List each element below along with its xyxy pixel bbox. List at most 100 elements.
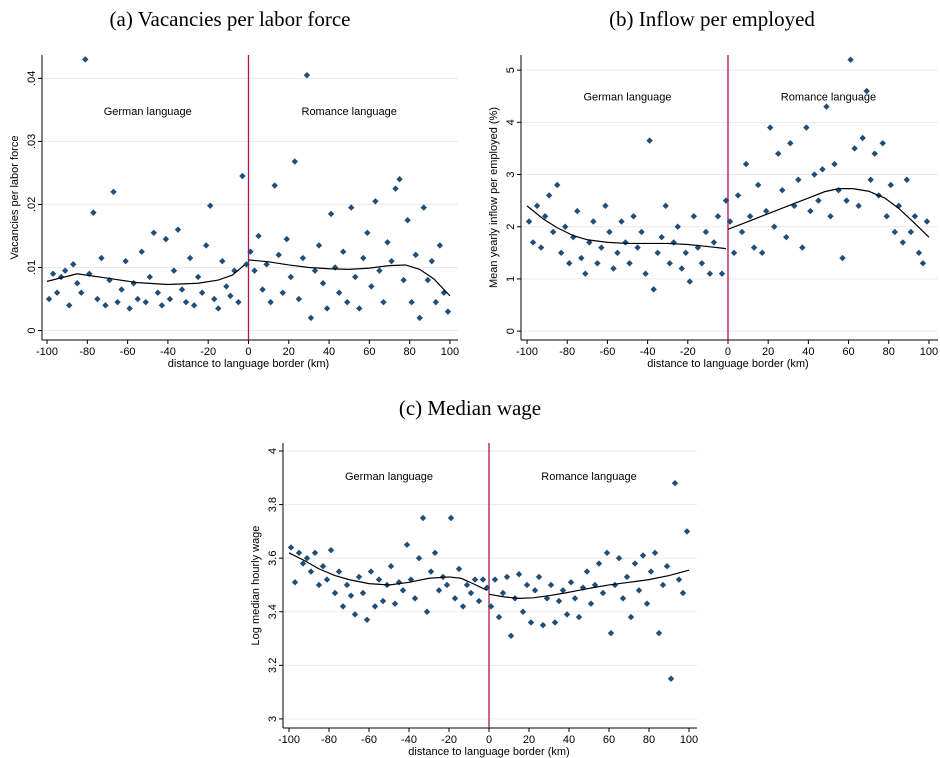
point (327, 546, 335, 554)
point (287, 273, 294, 281)
panel-title: (c) Median wage (399, 396, 541, 420)
point (359, 589, 367, 597)
point (412, 251, 419, 259)
point (138, 248, 145, 255)
point (582, 270, 589, 277)
point (384, 239, 391, 246)
panel: (b) Inflow per employed 0 1 2 3 4 5 -100 -80 -60 -… (488, 7, 938, 370)
point (563, 611, 571, 618)
point (70, 261, 77, 268)
point (779, 186, 786, 194)
point (399, 587, 407, 594)
point (355, 573, 363, 581)
point (895, 202, 903, 210)
point (444, 308, 452, 315)
point (379, 597, 387, 605)
point (243, 261, 250, 268)
point (475, 597, 483, 605)
point (391, 600, 399, 607)
point (529, 239, 537, 246)
point (587, 600, 595, 607)
point (428, 257, 436, 265)
point (654, 249, 661, 257)
point (555, 597, 563, 605)
point (722, 197, 730, 204)
point (364, 229, 371, 237)
point (423, 608, 431, 615)
y-tick-label: .04 (26, 71, 38, 86)
point (263, 261, 270, 268)
point (706, 270, 714, 277)
point (259, 286, 266, 293)
point (49, 270, 57, 277)
point (686, 278, 694, 285)
point (427, 568, 435, 575)
point (667, 675, 675, 682)
point (323, 305, 331, 312)
point (311, 549, 319, 557)
point (227, 292, 234, 300)
point (146, 273, 153, 281)
point (602, 202, 609, 210)
annotation: Romance language (541, 471, 636, 483)
annotation: German language (345, 471, 433, 483)
point (533, 202, 541, 210)
x-tick-label: 40 (563, 734, 575, 746)
point (435, 587, 443, 594)
x-tick-label: -60 (120, 346, 136, 358)
point (590, 218, 597, 225)
panel: (a) Vacancies per labor force 0 .01 .02 .03.… (9, 7, 459, 370)
point (368, 283, 375, 290)
x-tick-label: -80 (559, 346, 575, 358)
x-tick-label: 80 (883, 346, 895, 358)
point (395, 579, 403, 586)
point (443, 581, 451, 589)
point (578, 254, 585, 262)
point (919, 260, 927, 267)
point (541, 213, 549, 220)
fit-line (46, 264, 245, 286)
point (126, 305, 133, 312)
x-tick-label: 40 (323, 346, 335, 358)
point (283, 235, 290, 243)
point (643, 600, 651, 607)
x-tick-label: 0 (725, 346, 731, 358)
point (823, 103, 830, 110)
x-tick-label: 100 (441, 346, 459, 358)
x-tick-label: -100 (516, 346, 538, 358)
point (194, 273, 202, 281)
fit-line (288, 552, 488, 591)
point (547, 581, 555, 589)
point (545, 192, 553, 199)
point (623, 573, 631, 581)
point (335, 289, 343, 296)
point (295, 295, 303, 303)
point (371, 603, 379, 610)
point (375, 576, 383, 583)
point (57, 273, 65, 281)
point (239, 172, 246, 180)
y-tick-label: .03 (26, 134, 38, 149)
point (787, 140, 794, 147)
x-tick-label: 0 (486, 734, 492, 746)
point (279, 289, 286, 296)
point (650, 286, 657, 293)
point (683, 528, 691, 535)
x-tick-label: -100 (36, 346, 58, 358)
point (255, 232, 262, 240)
point (166, 295, 174, 303)
point (178, 286, 186, 293)
point (630, 213, 637, 220)
y-tick-label: 3.8 (267, 497, 279, 512)
point (74, 280, 81, 287)
point (215, 305, 222, 312)
fit-line (727, 188, 930, 238)
x-tick-label: -60 (361, 734, 377, 746)
y-tick-label: 3.6 (267, 551, 279, 566)
point (471, 576, 479, 583)
panel-title: (a) Vacancies per labor force (110, 7, 351, 31)
point (207, 202, 214, 209)
point (559, 587, 567, 594)
x-axis-label: distance to language border (km) (168, 358, 329, 370)
point (352, 273, 359, 281)
